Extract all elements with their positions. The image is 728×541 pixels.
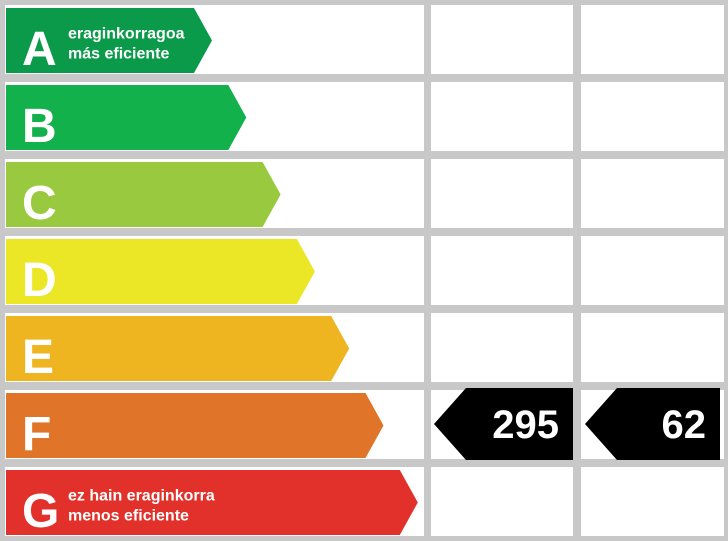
class-letter: G [22, 485, 59, 538]
rating-indicator [585, 388, 720, 460]
class-arrow [6, 316, 350, 381]
cell [581, 313, 724, 382]
class-letter: E [22, 331, 54, 384]
cell [431, 82, 573, 151]
class-letter: F [22, 408, 51, 461]
rating-indicator [434, 388, 573, 460]
class-letter: C [22, 177, 57, 230]
cell [581, 5, 724, 74]
class-label: más eficiente [68, 46, 169, 63]
class-arrow [6, 393, 384, 458]
class-arrow [6, 162, 281, 227]
class-label: eraginkorragoa [68, 26, 185, 43]
class-arrow [6, 85, 247, 150]
class-label: menos eficiente [68, 508, 189, 525]
rating-value: 295 [492, 403, 559, 447]
cell [581, 467, 724, 536]
class-letter: B [22, 100, 57, 153]
class-letter: D [22, 254, 57, 307]
class-arrow [6, 470, 418, 535]
cell [431, 467, 573, 536]
cell [581, 236, 724, 305]
cell [431, 236, 573, 305]
cell [431, 5, 573, 74]
class-letter: A [22, 23, 57, 76]
class-arrow [6, 8, 212, 73]
class-label: ez hain eraginkorra [68, 488, 215, 505]
cell [431, 159, 573, 228]
cell [431, 313, 573, 382]
cell [581, 82, 724, 151]
cell [581, 159, 724, 228]
class-arrow [6, 239, 315, 304]
rating-value: 62 [662, 403, 707, 447]
